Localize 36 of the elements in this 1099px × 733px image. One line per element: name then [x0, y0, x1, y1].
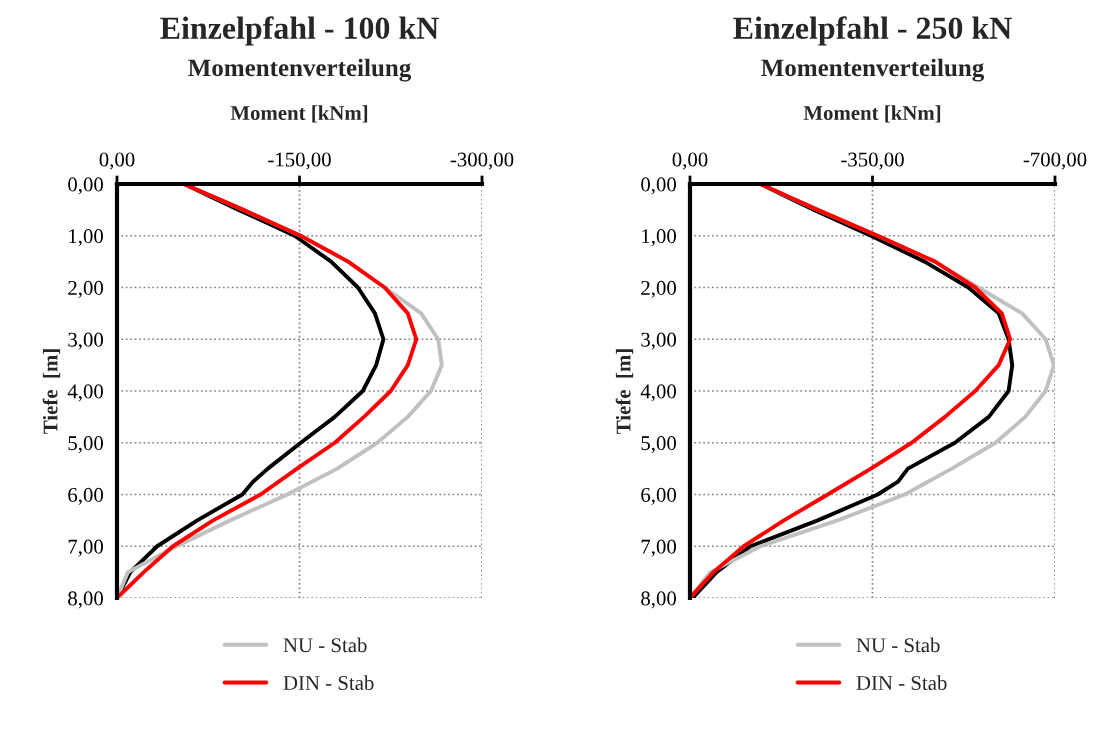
y-tick-label: 2,00: [68, 280, 104, 298]
y-tick-label: 4,00: [67, 384, 104, 402]
x-axis-title: Moment [kNm]: [803, 105, 941, 123]
y-tick-label: 0,00: [68, 177, 104, 195]
y-tick-label: 8,00: [641, 591, 677, 609]
x-tick-label: 0,00: [99, 152, 135, 170]
y-tick-label: 3,00: [68, 332, 104, 350]
chart-title: Einzelpfahl - 250 kN: [733, 16, 1012, 46]
legend-label: DIN - Stab: [283, 675, 374, 691]
y-tick-label: 1,00: [69, 229, 104, 247]
y-tick-label: 4,00: [640, 384, 677, 402]
legend-label: NU - Stab: [856, 637, 940, 653]
legend-label: NU - Stab: [283, 637, 367, 653]
y-tick-label: 6,00: [641, 487, 677, 505]
y-tick-label: 7,00: [68, 539, 104, 557]
y-tick-label: 1,00: [642, 229, 677, 247]
y-tick-label: 5,00: [641, 436, 677, 454]
chart-subtitle: Momentenverteilung: [761, 58, 985, 82]
y-tick-label: 6,00: [68, 487, 104, 505]
x-tick-label: -300,00: [450, 152, 514, 170]
y-axis-title: Tiefe [m]: [615, 349, 634, 434]
y-tick-label: 8,00: [68, 591, 104, 609]
chart-title: Einzelpfahl - 100 kN: [160, 16, 439, 46]
x-tick-label: 0,00: [672, 152, 708, 170]
y-tick-label: 5,00: [68, 436, 104, 454]
x-tick-label: -700,00: [1023, 152, 1087, 170]
y-axis-title: Tiefe [m]: [42, 349, 61, 434]
x-tick-label: -150,00: [268, 152, 331, 170]
x-axis-title: Moment [kNm]: [230, 105, 368, 123]
y-tick-label: 2,00: [641, 280, 677, 298]
y-tick-label: 3,00: [641, 332, 677, 350]
y-tick-label: 7,00: [641, 539, 677, 557]
y-tick-label: 0,00: [641, 177, 677, 195]
chart-subtitle: Momentenverteilung: [188, 58, 412, 82]
x-tick-label: -350,00: [841, 152, 904, 170]
legend-label: DIN - Stab: [856, 675, 947, 691]
